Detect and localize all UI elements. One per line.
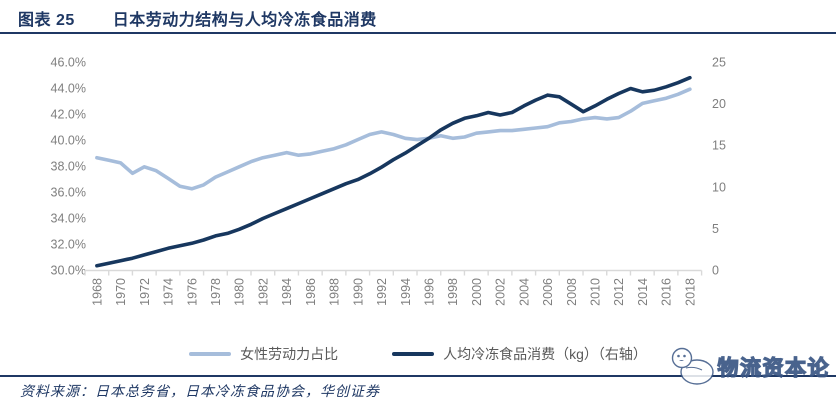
watermark-text: 物流资本论	[717, 356, 830, 380]
y-axis-left-label: 36.0%	[51, 186, 86, 200]
series-line-female-labor	[95, 87, 692, 191]
legend-item-frozen-food: 人均冷冻食品消费（kg）（右轴）	[392, 344, 647, 364]
chart-canvas: 46.0% 44.0% 42.0% 40.0% 38.0% 36.0% 34.0% 32.0%…	[51, 56, 726, 306]
legend: 女性劳动力占比 人均冷冻食品消费（kg）（右轴）	[0, 344, 836, 364]
x-axis-label: 2018	[683, 278, 697, 306]
penguin-mascot-icon	[671, 347, 714, 385]
x-axis-label: 1986	[304, 278, 318, 306]
y-axis-left-label: 30.0%	[51, 264, 86, 278]
y-axis-left-label: 44.0%	[51, 82, 86, 96]
y-axis-right-label: 5	[712, 222, 719, 236]
y-axis-left-label: 40.0%	[51, 134, 86, 148]
y-axis-left-label: 46.0%	[51, 56, 86, 70]
y-axis-left-label: 42.0%	[51, 108, 86, 122]
x-axis-label: 1972	[138, 278, 152, 306]
y-axis-right-label: 25	[712, 56, 726, 70]
x-axis-label: 1998	[446, 278, 460, 306]
footer-divider	[0, 375, 836, 377]
figure-number: 图表 25	[18, 12, 75, 29]
y-axis-left-label: 34.0%	[51, 212, 86, 226]
x-axis-label: 1992	[375, 278, 389, 306]
y-axis-left-label: 32.0%	[51, 238, 86, 252]
legend-label-frozen-food: 人均冷冻食品消费（kg）（右轴）	[443, 346, 647, 362]
x-axis-label: 1994	[399, 278, 413, 306]
x-axis-label: 1982	[256, 278, 270, 306]
x-axis-label: 2004	[517, 278, 531, 306]
x-axis-label: 2016	[660, 278, 674, 306]
series-line-frozen-food	[95, 75, 692, 268]
x-axis-label: 1974	[162, 278, 176, 306]
source-note: 资料来源：日本总务省，日本冷冻食品协会，华创证券	[20, 385, 380, 400]
title-divider	[0, 32, 836, 34]
legend-item-female-labor: 女性劳动力占比	[189, 344, 338, 364]
legend-swatch-female-labor	[189, 352, 232, 356]
x-axis-label: 1996	[422, 278, 436, 306]
legend-label-female-labor: 女性劳动力占比	[240, 346, 339, 362]
x-axis-label: 2014	[636, 278, 650, 306]
x-axis-label: 1968	[90, 278, 104, 306]
y-axis-right-label: 15	[712, 139, 726, 153]
x-axis-label: 2006	[541, 278, 555, 306]
x-axis-label: 2000	[470, 278, 484, 306]
x-axis-label: 1976	[185, 278, 199, 306]
x-axis-label: 2012	[612, 278, 626, 306]
y-axis-right-label: 10	[712, 180, 726, 194]
x-axis-label: 2010	[589, 278, 603, 306]
x-axis-label: 1988	[328, 278, 342, 306]
x-axis-label: 1970	[114, 278, 128, 306]
x-axis-label: 1984	[280, 278, 294, 306]
y-axis-left-label: 38.0%	[51, 160, 86, 174]
figure-title-row: 图表 25 日本劳动力结构与人均冷冻食品消费	[18, 6, 377, 30]
figure-title: 日本劳动力结构与人均冷冻食品消费	[112, 12, 377, 29]
x-axis-label: 1990	[351, 278, 365, 306]
x-axis-label: 1978	[209, 278, 223, 306]
y-axis-right-label: 20	[712, 97, 726, 111]
watermark-logo: 物流资本论	[670, 346, 831, 386]
x-axis-label: 2008	[565, 278, 579, 306]
legend-swatch-frozen-food	[392, 352, 435, 356]
x-axis-label: 2002	[494, 278, 508, 306]
x-axis-label: 1980	[233, 278, 247, 306]
y-axis-right-label: 0	[712, 264, 719, 278]
